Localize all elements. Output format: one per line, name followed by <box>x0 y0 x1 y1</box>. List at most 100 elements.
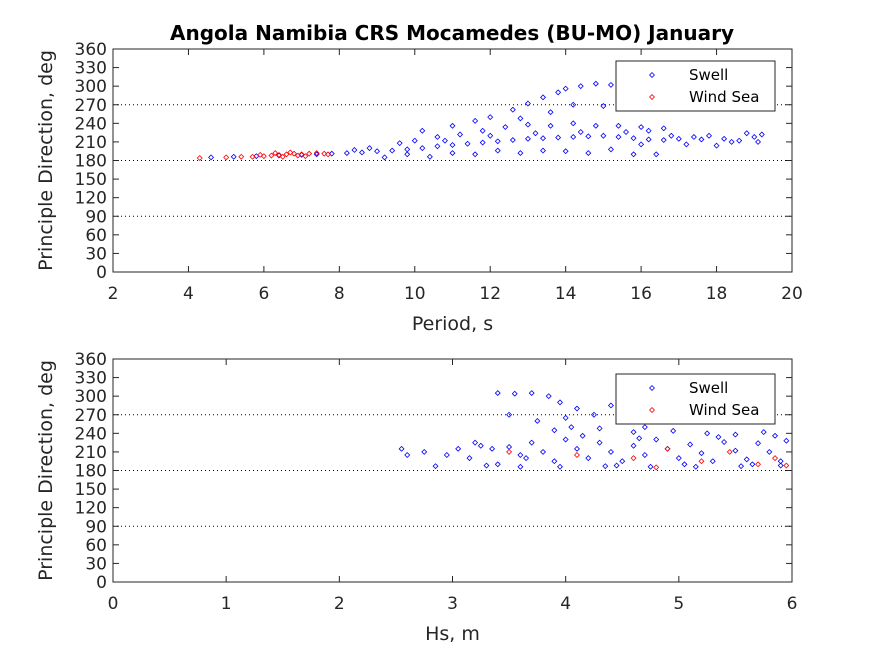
data-point <box>287 149 294 156</box>
data-point <box>698 136 705 143</box>
data-point <box>698 450 705 457</box>
data-point <box>577 83 584 90</box>
data-point <box>596 425 603 432</box>
data-point <box>772 455 778 462</box>
data-point <box>434 133 441 140</box>
data-point <box>325 151 331 158</box>
data-point <box>328 150 335 157</box>
x-tick-label: 4 <box>183 284 194 304</box>
data-point <box>441 137 448 144</box>
data-point <box>777 462 784 469</box>
data-point <box>585 133 592 140</box>
data-point <box>623 129 629 135</box>
data-point <box>600 132 607 139</box>
data-point <box>736 137 743 144</box>
data-point <box>630 151 637 158</box>
data-point <box>630 455 637 462</box>
data-point <box>483 462 490 469</box>
data-point <box>709 458 716 465</box>
data-point <box>766 448 773 455</box>
data-point <box>524 100 531 107</box>
data-point <box>517 452 524 458</box>
data-point <box>494 147 501 154</box>
data-point <box>681 461 688 468</box>
data-point <box>755 138 762 145</box>
x-tick-label: 3 <box>447 594 458 614</box>
data-point <box>294 152 301 159</box>
data-point <box>555 89 562 96</box>
data-point <box>585 455 592 462</box>
data-point <box>208 154 215 161</box>
y-tick-label: 240 <box>75 424 107 444</box>
data-point <box>653 464 660 471</box>
data-point <box>374 148 381 155</box>
data-point <box>366 145 373 152</box>
data-point <box>721 135 728 142</box>
legend-label: Wind Sea <box>689 88 759 106</box>
data-point <box>732 431 739 438</box>
y-tick-label: 0 <box>96 573 107 593</box>
x-tick-label: 6 <box>787 594 798 614</box>
data-point <box>706 132 712 139</box>
data-point <box>638 141 645 148</box>
x-tick-label: 16 <box>630 284 652 304</box>
data-point <box>230 153 237 160</box>
data-point <box>664 445 671 452</box>
data-point <box>579 432 586 439</box>
legend-box <box>615 373 776 425</box>
y-tick-label: 180 <box>75 462 107 482</box>
data-point <box>487 114 494 121</box>
x-tick-label: 20 <box>781 284 803 304</box>
y-tick-label: 90 <box>85 517 107 537</box>
data-point <box>509 106 516 113</box>
y-tick-label: 120 <box>75 189 107 209</box>
data-point <box>557 399 563 406</box>
data-point <box>419 127 426 134</box>
y-tick-label: 0 <box>96 263 107 283</box>
data-point <box>653 151 660 158</box>
data-point <box>540 135 546 142</box>
data-point <box>489 445 496 452</box>
data-point <box>562 85 569 92</box>
x-tick-label: 0 <box>108 594 119 614</box>
x-tick-label: 14 <box>555 284 577 304</box>
y-tick-label: 210 <box>75 133 107 153</box>
data-point <box>249 153 256 160</box>
legend-marker <box>649 385 655 391</box>
data-point <box>419 145 426 152</box>
data-point <box>715 434 722 441</box>
data-point <box>675 135 682 142</box>
data-point <box>592 122 599 129</box>
data-point <box>630 442 637 449</box>
y-tick-label: 330 <box>75 369 107 389</box>
y-tick-label: 60 <box>85 536 107 556</box>
data-point <box>704 430 711 437</box>
data-point <box>528 390 535 397</box>
data-point <box>517 463 524 470</box>
x-tick-label: 5 <box>673 594 684 614</box>
x-tick-label: 6 <box>258 284 269 304</box>
x-axis-label: Period, s <box>412 313 493 335</box>
data-point <box>396 140 403 147</box>
series-swell <box>398 390 790 470</box>
data-point <box>577 129 584 135</box>
data-point <box>738 463 745 470</box>
data-point <box>562 436 569 443</box>
data-point <box>276 151 282 158</box>
data-point <box>511 390 518 397</box>
y-axis-label: Principle Direction, deg <box>35 50 57 271</box>
y-tick-label: 270 <box>75 406 107 426</box>
data-point <box>547 109 554 116</box>
x-tick-label: 18 <box>706 284 728 304</box>
y-tick-label: 150 <box>75 480 107 500</box>
data-point <box>670 427 677 434</box>
data-point <box>472 439 479 446</box>
data-point <box>615 122 622 129</box>
data-point <box>359 149 365 156</box>
y-axis-label: Principle Direction, deg <box>35 360 57 581</box>
y-tick-label: 60 <box>85 226 107 246</box>
legend: Swell Wind Sea <box>615 60 776 112</box>
y-tick-label: 270 <box>75 96 107 116</box>
data-point <box>692 463 699 470</box>
